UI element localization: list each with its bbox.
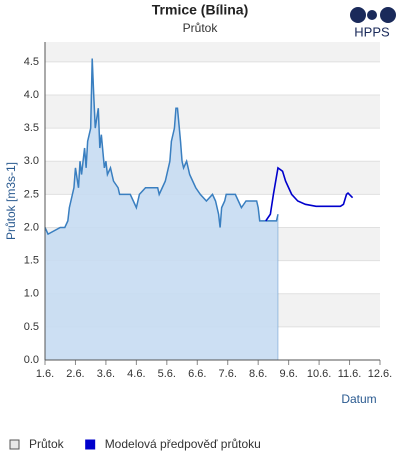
logo: HPPS xyxy=(350,7,396,39)
x-tick-label: 8.6. xyxy=(249,368,267,380)
y-tick-label: 0.0 xyxy=(24,354,39,366)
chart-subtitle: Průtok xyxy=(183,21,219,35)
y-tick-label: 1.5 xyxy=(24,255,39,267)
legend-label: Průtok xyxy=(29,437,65,451)
x-tick-label: 9.6. xyxy=(279,368,297,380)
y-tick-label: 2.5 xyxy=(24,188,39,200)
x-tick-label: 12.6. xyxy=(368,368,392,380)
legend-marker xyxy=(9,439,20,450)
chart-title: Trmice (Bílina) xyxy=(152,2,248,18)
legend-marker xyxy=(85,439,96,450)
grid-band xyxy=(45,95,380,129)
y-tick-label: 4.0 xyxy=(24,89,39,101)
logo-circle xyxy=(350,7,366,23)
x-tick-label: 6.6. xyxy=(188,368,206,380)
forecast-line xyxy=(265,166,354,222)
y-tick-label: 1.0 xyxy=(24,288,39,300)
x-tick-label: 5.6. xyxy=(158,368,176,380)
x-tick-label: 4.6. xyxy=(127,368,145,380)
x-tick-label: 1.6. xyxy=(36,368,54,380)
x-tick-label: 10.6. xyxy=(307,368,331,380)
x-tick-label: 7.6. xyxy=(219,368,237,380)
y-axis-label: Průtok [m3s-1] xyxy=(4,162,18,240)
y-tick-label: 2.0 xyxy=(24,221,39,233)
y-tick-label: 0.5 xyxy=(24,321,39,333)
logo-text: HPPS xyxy=(354,24,390,39)
grid-band xyxy=(45,42,380,62)
area-line xyxy=(44,58,279,236)
legend-label: Modelová předpověď průtoku xyxy=(105,437,261,451)
x-axis-label: Datum xyxy=(341,392,376,406)
y-tick-label: 3.0 xyxy=(24,155,39,167)
x-tick-label: 2.6. xyxy=(66,368,84,380)
x-tick-label: 11.6. xyxy=(338,368,362,380)
logo-circle xyxy=(367,10,377,20)
y-tick-label: 4.5 xyxy=(24,56,39,68)
x-tick-label: 3.6. xyxy=(97,368,115,380)
y-tick-label: 3.5 xyxy=(24,122,39,134)
logo-circle xyxy=(380,7,396,23)
